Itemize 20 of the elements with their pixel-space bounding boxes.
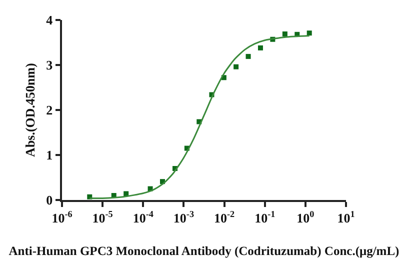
y-tick-label: 0 [46, 192, 53, 208]
y-tick-label: 1 [46, 148, 53, 163]
x-tick-label: 10$^{0}$ [296, 208, 315, 226]
x-tick-label: 10$^{1}$ [337, 208, 356, 226]
point [234, 64, 239, 70]
x-tick-label: 10$^{-2}$ [214, 208, 236, 226]
x-tick-label: 10$^{-6}$ [52, 208, 73, 226]
y-tick-label: 3 [46, 58, 54, 73]
x-tick-label: 10$^{-3}$ [173, 208, 194, 226]
y-tick-label: 2 [46, 102, 53, 118]
x-tick-label: 10$^{-5}$ [92, 208, 114, 226]
point [246, 54, 251, 59]
y-tick-label: 4 [46, 12, 54, 28]
point [258, 45, 263, 50]
y-axis-title: Abs.(OD.450nm) [22, 63, 38, 157]
point [306, 30, 312, 36]
x-tick-label: 10$^{-4}$ [132, 208, 154, 226]
point [282, 31, 288, 36]
x-axis-title: Anti-Human GPC3 Monoclonal Antibody (Codrituzumab) Conc.(μg/mL) [8, 244, 400, 258]
x-tick-label: 10$^{-1}$ [254, 208, 276, 226]
